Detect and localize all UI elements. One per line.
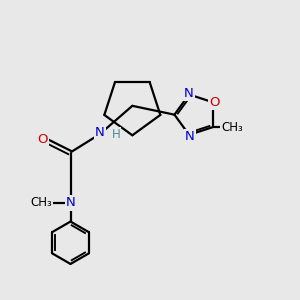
Text: N: N	[95, 126, 105, 139]
Text: N: N	[184, 86, 194, 100]
Text: N: N	[66, 196, 75, 209]
Text: O: O	[37, 133, 48, 146]
Text: CH₃: CH₃	[221, 121, 243, 134]
Text: O: O	[209, 96, 220, 109]
Text: N: N	[185, 130, 195, 143]
Text: H: H	[112, 128, 121, 141]
Text: CH₃: CH₃	[30, 196, 52, 209]
